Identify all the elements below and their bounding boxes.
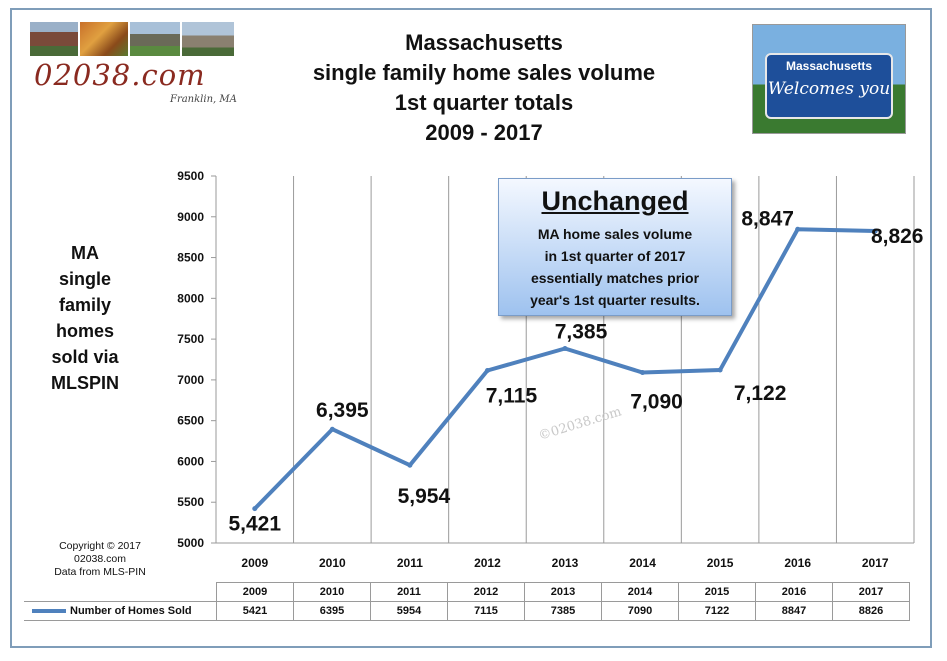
copyright-line: Data from MLS-PIN <box>54 566 146 578</box>
data-point <box>562 345 568 351</box>
series <box>252 226 878 512</box>
table-value-cell: 7385 <box>524 601 602 621</box>
sign-welcome-text: Welcomes you <box>767 79 891 99</box>
table-year-cell: 2013 <box>524 582 602 602</box>
x-tick-label: 2017 <box>862 556 889 570</box>
logo-site-name: 02038.com <box>34 58 206 92</box>
y-tick-label: 5000 <box>177 536 204 550</box>
y-axis-title-line: family <box>58 295 112 315</box>
table-year-cell: 2012 <box>447 582 525 602</box>
x-tick-label: 2016 <box>784 556 811 570</box>
data-point <box>640 370 646 376</box>
callout-text: MA home sales volume in 1st quarter of 2… <box>530 226 700 308</box>
table-value-cell: 8847 <box>755 601 833 621</box>
logo-photo <box>130 22 180 56</box>
table-header-row: 2009 2010 2011 2012 2013 2014 2015 2016 2017 <box>24 582 910 602</box>
table-value-cell: 8826 <box>832 601 910 621</box>
site-logo: 02038.com Franklin, MA <box>30 22 245 112</box>
legend-label: Number of Homes Sold <box>70 605 192 617</box>
data-label: 5,421 <box>228 513 281 536</box>
y-axis-title-line: homes <box>55 321 115 341</box>
logo-photo <box>80 22 128 56</box>
table-year-cell: 2015 <box>678 582 756 602</box>
table-value-cell: 5421 <box>216 601 294 621</box>
y-axis-title: MA single family homes sold via MLSPIN <box>40 240 130 396</box>
data-point <box>329 426 335 432</box>
copyright-line: 02038.com <box>74 553 126 565</box>
data-label: 7,090 <box>630 391 683 414</box>
y-axis-title-line: MLSPIN <box>50 373 119 393</box>
table-value-cell: 7122 <box>678 601 756 621</box>
y-tick-label: 6000 <box>177 454 204 468</box>
axes: 5000 5500 6000 6500 7000 7500 8000 8500 9000 9500… <box>177 169 914 570</box>
y-tick-label: 7500 <box>177 332 204 346</box>
logo-photo <box>30 22 78 56</box>
table-value-cell: 7115 <box>447 601 525 621</box>
callout-box: Unchanged MA home sales volume in 1st qu… <box>498 178 732 316</box>
legend-line-swatch <box>32 609 66 614</box>
data-point <box>795 226 801 232</box>
table-year-cell: 2011 <box>370 582 448 602</box>
y-tick-label: 8000 <box>177 291 204 305</box>
x-tick-label: 2012 <box>474 556 501 570</box>
table-legend-cell: Number of Homes Sold <box>24 601 217 621</box>
table-year-cell: 2017 <box>832 582 910 602</box>
x-tick-label: 2010 <box>319 556 346 570</box>
y-axis-title-line: sold via <box>51 347 119 367</box>
data-point <box>484 368 490 374</box>
data-point <box>252 506 258 512</box>
x-tick-label: 2015 <box>707 556 734 570</box>
data-labels: 5,421 6,395 5,954 7,115 7,385 7,090 7,122 8,847… <box>228 207 923 535</box>
chart-title-line: single family home sales volume <box>312 60 656 85</box>
callout-title: Unchanged <box>541 186 689 216</box>
data-label: 7,385 <box>555 320 608 343</box>
copyright-line: Copyright © 2017 <box>59 540 141 552</box>
y-tick-label: 8500 <box>177 251 204 265</box>
welcome-sign-photo: Massachusetts Welcomes you <box>752 24 906 134</box>
y-tick-label: 6500 <box>177 414 204 428</box>
data-table: 2009 2010 2011 2012 2013 2014 2015 2016 2017 Num… <box>24 582 910 621</box>
watermark: ©02038.com <box>537 404 624 443</box>
chart-title-line: 1st quarter totals <box>394 90 574 115</box>
x-tick-label: 2009 <box>241 556 268 570</box>
chart-title-line: Massachusetts <box>405 30 563 55</box>
data-label: 8,826 <box>871 225 924 248</box>
x-tick-label: 2013 <box>552 556 579 570</box>
data-point <box>407 462 413 468</box>
y-axis-title-line: MA <box>71 243 99 263</box>
chart-title-line: 2009 - 2017 <box>425 120 543 145</box>
x-tick-label: 2011 <box>397 556 423 570</box>
x-tick-label: 2014 <box>629 556 656 570</box>
y-tick-label: 5500 <box>177 495 204 509</box>
table-value-cell: 7090 <box>601 601 679 621</box>
logo-photo <box>182 22 234 56</box>
y-axis-title-line: single <box>58 269 111 289</box>
copyright-note: Copyright © 2017 02038.com Data from MLS… <box>40 540 160 579</box>
chart-title: Massachusetts single family home sales v… <box>284 28 684 148</box>
table-year-cell: 2014 <box>601 582 679 602</box>
y-tick-label: 9000 <box>177 210 204 224</box>
welcome-sign: Massachusetts Welcomes you <box>765 53 893 119</box>
data-label: 5,954 <box>398 485 451 508</box>
table-value-row: Number of Homes Sold 5421 6395 5954 7115 738… <box>24 601 910 621</box>
y-tick-label: 7000 <box>177 373 204 387</box>
table-value-cell: 5954 <box>370 601 448 621</box>
data-label: 7,115 <box>486 385 538 408</box>
y-tick-label: 9500 <box>177 169 204 183</box>
data-label: 7,122 <box>734 382 787 405</box>
table-corner-cell <box>24 582 217 602</box>
table-value-cell: 6395 <box>293 601 371 621</box>
table-year-cell: 2009 <box>216 582 294 602</box>
table-year-cell: 2010 <box>293 582 371 602</box>
data-point <box>872 228 878 234</box>
data-point <box>717 367 723 373</box>
logo-town-name: Franklin, MA <box>170 94 237 105</box>
table-year-cell: 2016 <box>755 582 833 602</box>
data-label: 8,847 <box>741 207 794 230</box>
sign-state-text: Massachusetts <box>785 59 873 73</box>
data-label: 6,395 <box>316 399 369 422</box>
